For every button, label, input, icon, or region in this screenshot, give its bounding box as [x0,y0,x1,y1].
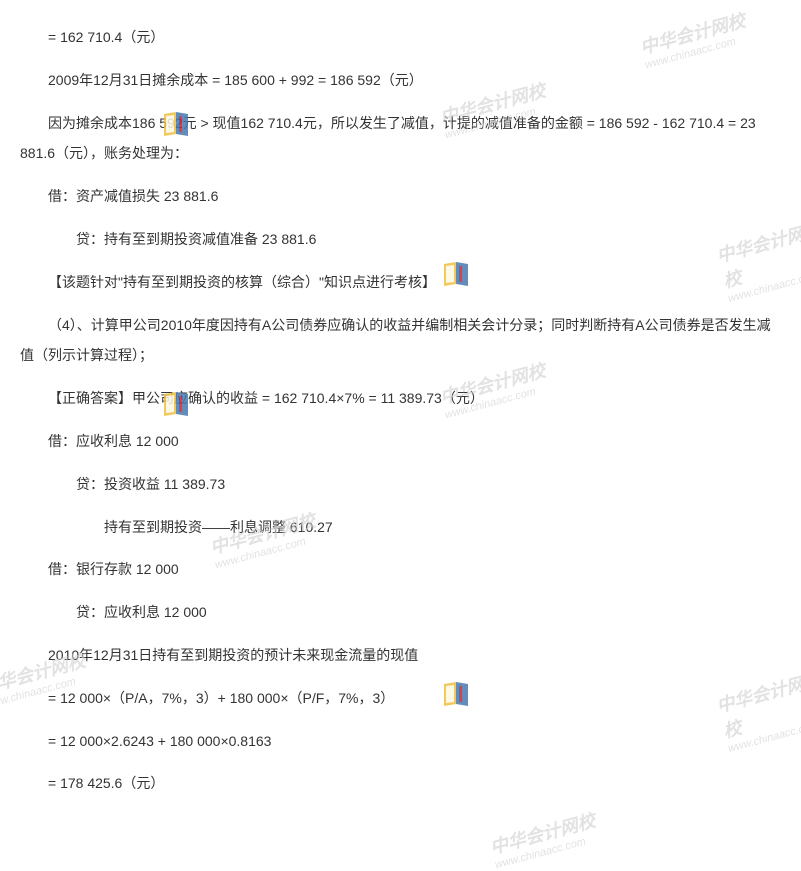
text-line: 2010年12月31日持有至到期投资的预计未来现金流量的现值 [20,640,781,671]
text-line: 借：资产减值损失 23 881.6 [20,181,781,212]
text-line: （4）、计算甲公司2010年度因持有A公司债券应确认的收益并编制相关会计分录；同… [20,310,781,372]
text-line: 借：银行存款 12 000 [20,554,781,585]
text-line: 持有至到期投资——利息调整 610.27 [20,512,781,543]
document-body: = 162 710.4（元） 2009年12月31日摊余成本 = 185 600… [0,0,801,821]
text-line: 因为摊余成本186 592元 > 现值162 710.4元，所以发生了减值，计提… [20,108,781,170]
text-line: = 162 710.4（元） [20,22,781,53]
watermark-url: www.chinaacc.com [494,832,601,871]
text-line: 【正确答案】甲公司应确认的收益 = 162 710.4×7% = 11 389.… [20,383,781,414]
text-line: 借：应收利息 12 000 [20,426,781,457]
text-line: = 178 425.6（元） [20,768,781,799]
text-line: 2009年12月31日摊余成本 = 185 600 + 992 = 186 59… [20,65,781,96]
text-line: 【该题针对"持有至到期投资的核算（综合）"知识点进行考核】 [20,267,781,298]
text-line: = 12 000×2.6243 + 180 000×0.8163 [20,726,781,757]
text-line: 贷：持有至到期投资减值准备 23 881.6 [20,224,781,255]
text-line: = 12 000×（P/A，7%，3）+ 180 000×（P/F，7%，3） [20,683,781,714]
text-line: 贷：投资收益 11 389.73 [20,469,781,500]
text-line: 贷：应收利息 12 000 [20,597,781,628]
